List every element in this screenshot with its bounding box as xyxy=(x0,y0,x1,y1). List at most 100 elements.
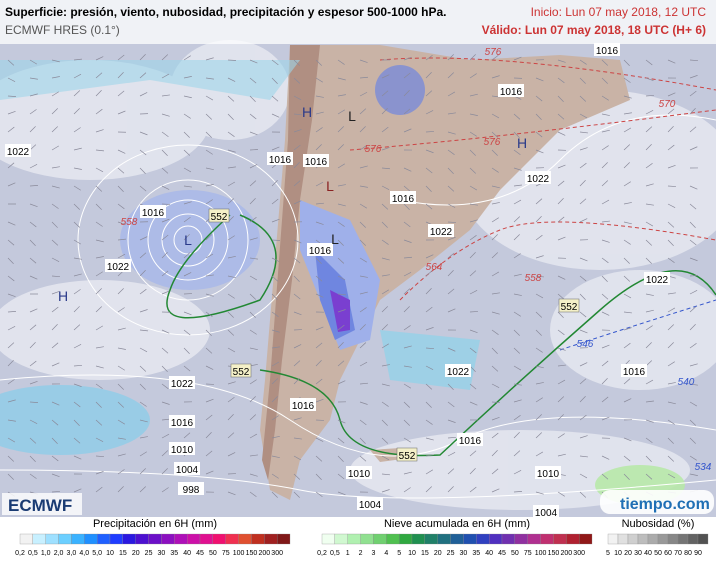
legend-tick: 100 xyxy=(233,550,245,557)
legend-tick: 5 xyxy=(397,550,401,557)
pressure-center: L xyxy=(184,232,192,248)
legend-tick: 75 xyxy=(222,550,230,557)
pressure-label: 1004 xyxy=(359,500,382,511)
legend-tick: 25 xyxy=(145,550,153,557)
pressure-center: L xyxy=(348,108,356,124)
title: Superficie: presión, viento, nubosidad, … xyxy=(5,5,447,19)
pressure-label: 1016 xyxy=(305,157,328,168)
legend-swatch xyxy=(566,533,580,545)
legend-tick: 300 xyxy=(271,550,283,557)
legend-tick: 35 xyxy=(472,550,480,557)
pressure-label-bg xyxy=(535,466,561,479)
legend-swatch xyxy=(84,533,98,545)
thickness-label: 552 xyxy=(211,212,228,223)
legend-tick: 4 xyxy=(384,550,388,557)
legend-swatch xyxy=(488,533,503,545)
header-bg xyxy=(0,0,716,44)
legend-swatch xyxy=(647,533,659,545)
legend-swatch xyxy=(238,533,252,545)
legend-tick: 0,5 xyxy=(28,550,38,557)
legend-tick: 50 xyxy=(511,550,519,557)
thickness-label-bg xyxy=(230,363,252,378)
legend-tick: 45 xyxy=(498,550,506,557)
legend-swatch xyxy=(174,533,188,545)
legend-swatch xyxy=(578,533,593,545)
legend-swatch xyxy=(463,533,477,545)
pressure-label-bg xyxy=(303,154,329,167)
init-time: Inicio: Lun 07 may 2018, 12 UTC xyxy=(530,5,706,19)
legend-tick: 200 xyxy=(560,550,572,557)
legend-tick: 100 xyxy=(535,550,547,557)
thickness-label: 552 xyxy=(399,451,416,462)
wind-barbs xyxy=(7,54,699,498)
pressure-label: 1004 xyxy=(535,508,558,519)
legend-tick: 60 xyxy=(664,550,672,557)
legend-swatch xyxy=(71,533,85,545)
legend-tick: 0,2 xyxy=(317,550,327,557)
model: ECMWF HRES (0.1°) xyxy=(5,23,120,37)
legend-tick: 40 xyxy=(485,550,493,557)
pressure-label: 1016 xyxy=(142,208,165,219)
pressure-label-bg xyxy=(5,144,31,157)
legend-tick: 45 xyxy=(196,550,204,557)
legend-title: Precipitación en 6H (mm) xyxy=(93,518,217,530)
legend-swatch xyxy=(334,533,348,545)
pressure-label-bg xyxy=(457,433,483,446)
pressure-center: H xyxy=(58,288,68,304)
pressure-label: 1022 xyxy=(107,262,130,273)
thickness-label: 552 xyxy=(561,302,578,313)
pressure-label: 1016 xyxy=(309,246,332,257)
pressure-label-bg xyxy=(169,442,195,455)
legend-swatch xyxy=(627,533,639,545)
legend-swatch xyxy=(321,533,336,545)
legend-tick: 200 xyxy=(258,550,270,557)
thickness-label: 546 xyxy=(577,339,594,350)
thickness-label-bg xyxy=(208,208,230,223)
legend-tick: 3,0 xyxy=(67,550,77,557)
legend-tick: 40 xyxy=(183,550,191,557)
pressure-center: L xyxy=(331,231,339,247)
pressure-label-bg xyxy=(267,152,293,165)
thickness-label: 576 xyxy=(485,47,502,58)
legend-swatch xyxy=(677,533,689,545)
thickness-label: 576 xyxy=(484,137,501,148)
thickness-label: 564 xyxy=(426,262,443,273)
legend-tick: 35 xyxy=(170,550,178,557)
legend-tick: 30 xyxy=(158,550,166,557)
legend-swatch xyxy=(122,533,136,545)
legend-tick: 2 xyxy=(359,550,363,557)
legend-tick: 3 xyxy=(371,550,375,557)
legend-swatch xyxy=(199,533,214,545)
thickness-label: 558 xyxy=(525,273,542,284)
legend-swatch xyxy=(514,533,528,545)
legend-swatch xyxy=(450,533,464,545)
logo-bg xyxy=(600,490,714,514)
legend-swatch xyxy=(135,533,149,545)
legend-tick: 30 xyxy=(634,550,642,557)
pressure-label-bg xyxy=(169,376,195,389)
pressure-label-bg xyxy=(533,505,559,518)
legend-tick: 20 xyxy=(132,550,140,557)
pressure-label: 1016 xyxy=(596,46,619,57)
legend-tick: 90 xyxy=(694,550,702,557)
legend-swatch xyxy=(96,533,111,545)
thickness-label: 552 xyxy=(233,367,250,378)
legend-tick: 50 xyxy=(654,550,662,557)
legend-swatch xyxy=(186,533,201,545)
pressure-label: 1010 xyxy=(537,469,560,480)
legend-swatch xyxy=(617,533,629,545)
legend-swatch xyxy=(360,533,374,545)
legend-swatch xyxy=(347,533,361,545)
pressure-label-bg xyxy=(594,43,620,56)
pressure-label-bg xyxy=(140,205,166,218)
legend-swatch xyxy=(161,533,175,545)
pressure-label-bg xyxy=(357,497,383,510)
legend-swatch xyxy=(398,533,413,545)
legend-swatch xyxy=(32,533,46,545)
legend-swatch xyxy=(437,533,451,545)
thickness-label: 534 xyxy=(695,462,712,473)
legend-tick: 300 xyxy=(573,550,585,557)
thickness-label-bg xyxy=(558,298,580,313)
legend-swatch xyxy=(148,533,162,545)
